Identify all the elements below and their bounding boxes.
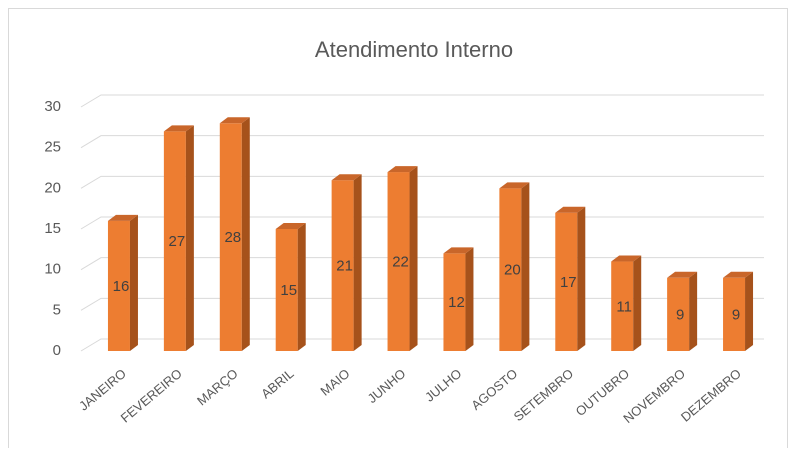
- bar-side: [129, 214, 138, 351]
- bar-side: [185, 125, 194, 352]
- bar-front: [107, 220, 130, 351]
- bar-top: [275, 223, 306, 229]
- bar-side: [297, 223, 306, 351]
- x-category-label: JULHO: [422, 366, 464, 405]
- x-category-label: NOVEMBRO: [620, 366, 688, 426]
- data-label: 17: [560, 274, 577, 291]
- bar-top: [611, 255, 642, 262]
- bar-top: [723, 271, 754, 278]
- x-category-label: ABRIL: [258, 366, 296, 402]
- data-label: 21: [336, 258, 353, 275]
- x-category-label: DEZEMBRO: [678, 366, 744, 425]
- bar-março: [219, 117, 250, 352]
- bar-front: [611, 261, 634, 351]
- data-label: 20: [504, 262, 521, 279]
- bar-top: [555, 206, 586, 213]
- gridline: [80, 135, 764, 149]
- y-tick-label: 10: [44, 261, 61, 278]
- bar-front: [163, 131, 186, 351]
- bars: [107, 117, 754, 352]
- bar-top: [443, 247, 474, 254]
- bar-julho: [443, 247, 474, 351]
- data-label: 27: [169, 233, 186, 250]
- data-label: 16: [113, 278, 130, 295]
- data-label: 11: [616, 298, 632, 315]
- bar-top: [163, 125, 194, 132]
- bar-agosto: [499, 182, 530, 351]
- bar-side: [689, 271, 698, 351]
- gridline: [80, 297, 764, 311]
- bar-front: [219, 123, 242, 352]
- bar-side: [577, 206, 586, 351]
- y-axis-ticks: 0 5 10 15 20 25 30: [44, 98, 61, 359]
- bar-top: [499, 182, 530, 189]
- bar-front: [387, 172, 410, 351]
- bar-top: [387, 166, 418, 173]
- bar-side: [521, 182, 530, 351]
- bar-maio: [331, 174, 362, 351]
- x-category-label: MAIO: [317, 366, 352, 399]
- gridlines: [80, 94, 764, 352]
- bar-novembro: [667, 271, 698, 351]
- bar-junho: [387, 166, 418, 351]
- gridline: [80, 175, 764, 189]
- bar-front: [331, 180, 354, 351]
- y-tick-label: 5: [53, 301, 61, 318]
- bar-side: [353, 174, 362, 351]
- bar-dezembro: [723, 271, 754, 351]
- x-category-label: AGOSTO: [468, 366, 520, 413]
- chart-area: Atendimento Interno 0 5 10 15 20 25 30 16 27 28 1…: [8, 8, 788, 448]
- bar-abril: [275, 223, 306, 351]
- gridline: [80, 257, 764, 271]
- bar-front: [499, 188, 522, 351]
- bar-front: [275, 229, 298, 351]
- x-category-label: MARÇO: [194, 366, 241, 409]
- y-tick-label: 25: [44, 139, 61, 156]
- y-tick-label: 0: [53, 342, 61, 359]
- bar-front: [723, 277, 746, 351]
- y-tick-label: 30: [44, 98, 61, 115]
- data-label: 9: [676, 306, 684, 323]
- data-labels: 16 27 28 15 21 22 12 20 17 11 9 9: [113, 229, 741, 323]
- bar-top: [667, 271, 698, 278]
- bar-setembro: [555, 206, 586, 351]
- y-tick-label: 15: [44, 220, 61, 237]
- bar-side: [241, 117, 250, 352]
- bar-side: [465, 247, 474, 351]
- gridline: [80, 338, 764, 352]
- bar-side: [633, 255, 642, 351]
- data-label: 15: [280, 282, 297, 299]
- x-category-label: JUNHO: [365, 366, 409, 406]
- bar-janeiro: [107, 214, 138, 351]
- x-category-label: SETEMBRO: [511, 366, 577, 424]
- bar-side: [409, 166, 418, 351]
- x-category-label: FEVEREIRO: [118, 366, 185, 426]
- bar-front: [667, 277, 690, 351]
- x-category-label: JANEIRO: [76, 366, 129, 414]
- y-tick-label: 20: [44, 179, 61, 196]
- bar-front: [443, 253, 466, 351]
- bar-top: [331, 174, 362, 181]
- data-label: 22: [392, 254, 409, 271]
- data-label: 9: [732, 306, 740, 323]
- gridline: [80, 216, 764, 230]
- bar-side: [745, 271, 754, 351]
- chart-title: Atendimento Interno: [315, 37, 513, 62]
- bar-top: [219, 117, 250, 124]
- data-label: 28: [224, 229, 241, 246]
- bar-top: [107, 214, 138, 221]
- data-label: 12: [448, 294, 465, 311]
- gridline: [80, 94, 764, 108]
- bar-outubro: [611, 255, 642, 351]
- bar-fevereiro: [163, 125, 194, 352]
- bar-front: [555, 212, 578, 351]
